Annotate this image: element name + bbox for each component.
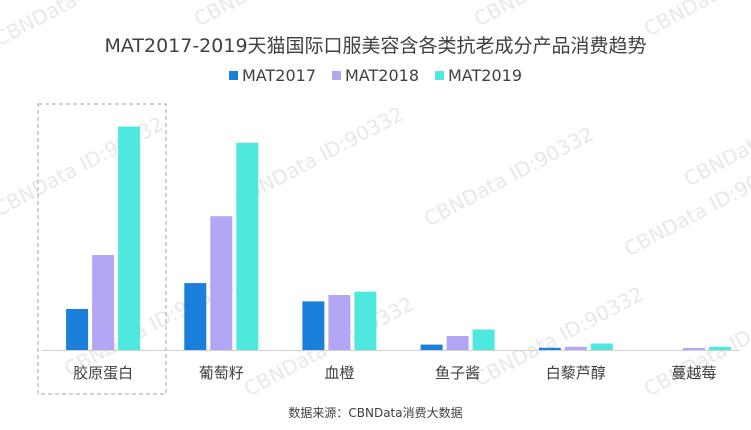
bar-mat2018-2[interactable]	[328, 295, 351, 350]
bar-mat2019-4[interactable]	[590, 343, 613, 351]
legend-item-mat2018[interactable]: MAT2018	[332, 66, 419, 85]
bar-mat2018-1[interactable]	[210, 216, 233, 350]
bar-mat2019-3[interactable]	[472, 329, 495, 351]
bar-mat2018-3[interactable]	[446, 336, 469, 350]
bar-mat2017-4[interactable]	[538, 347, 561, 350]
bar-mat2019-2[interactable]	[354, 291, 377, 350]
bar-mat2017-0[interactable]	[66, 309, 89, 350]
bar-mat2018-5[interactable]	[682, 348, 705, 350]
chart-title: MAT2017-2019天猫国际口服美容含各类抗老成分产品消费趋势	[104, 35, 647, 57]
x-tick-label: 葡萄籽	[199, 364, 244, 382]
source-note: 数据来源：CBNData消费大数据	[288, 406, 463, 420]
bar-mat2019-1[interactable]	[236, 142, 259, 350]
x-tick-label: 胶原蛋白	[73, 364, 133, 382]
legend-label-mat2018: MAT2018	[345, 66, 419, 85]
bar-mat2018-0[interactable]	[92, 255, 115, 350]
bar-mat2019-5[interactable]	[708, 346, 731, 350]
highlight-box	[37, 103, 167, 395]
x-tick-label: 蔓越莓	[671, 364, 716, 382]
legend-item-mat2019[interactable]: MAT2019	[435, 66, 522, 85]
bar-mat2019-0[interactable]	[118, 126, 141, 350]
legend-label-mat2019: MAT2019	[448, 66, 522, 85]
x-tick-label: 白藜芦醇	[546, 364, 606, 382]
legend-swatch-mat2018	[332, 71, 341, 80]
chart-legend: MAT2017 MAT2018 MAT2019	[0, 66, 751, 85]
legend-label-mat2017: MAT2017	[242, 66, 316, 85]
legend-item-mat2017[interactable]: MAT2017	[229, 66, 316, 85]
bar-mat2018-4[interactable]	[564, 346, 587, 350]
bar-mat2017-1[interactable]	[184, 283, 207, 350]
x-tick-label: 鱼子酱	[435, 364, 480, 382]
legend-swatch-mat2017	[229, 71, 238, 80]
legend-swatch-mat2019	[435, 71, 444, 80]
bar-mat2017-3[interactable]	[420, 344, 443, 350]
x-tick-label: 血橙	[324, 364, 354, 382]
bar-mat2017-2[interactable]	[302, 301, 325, 350]
